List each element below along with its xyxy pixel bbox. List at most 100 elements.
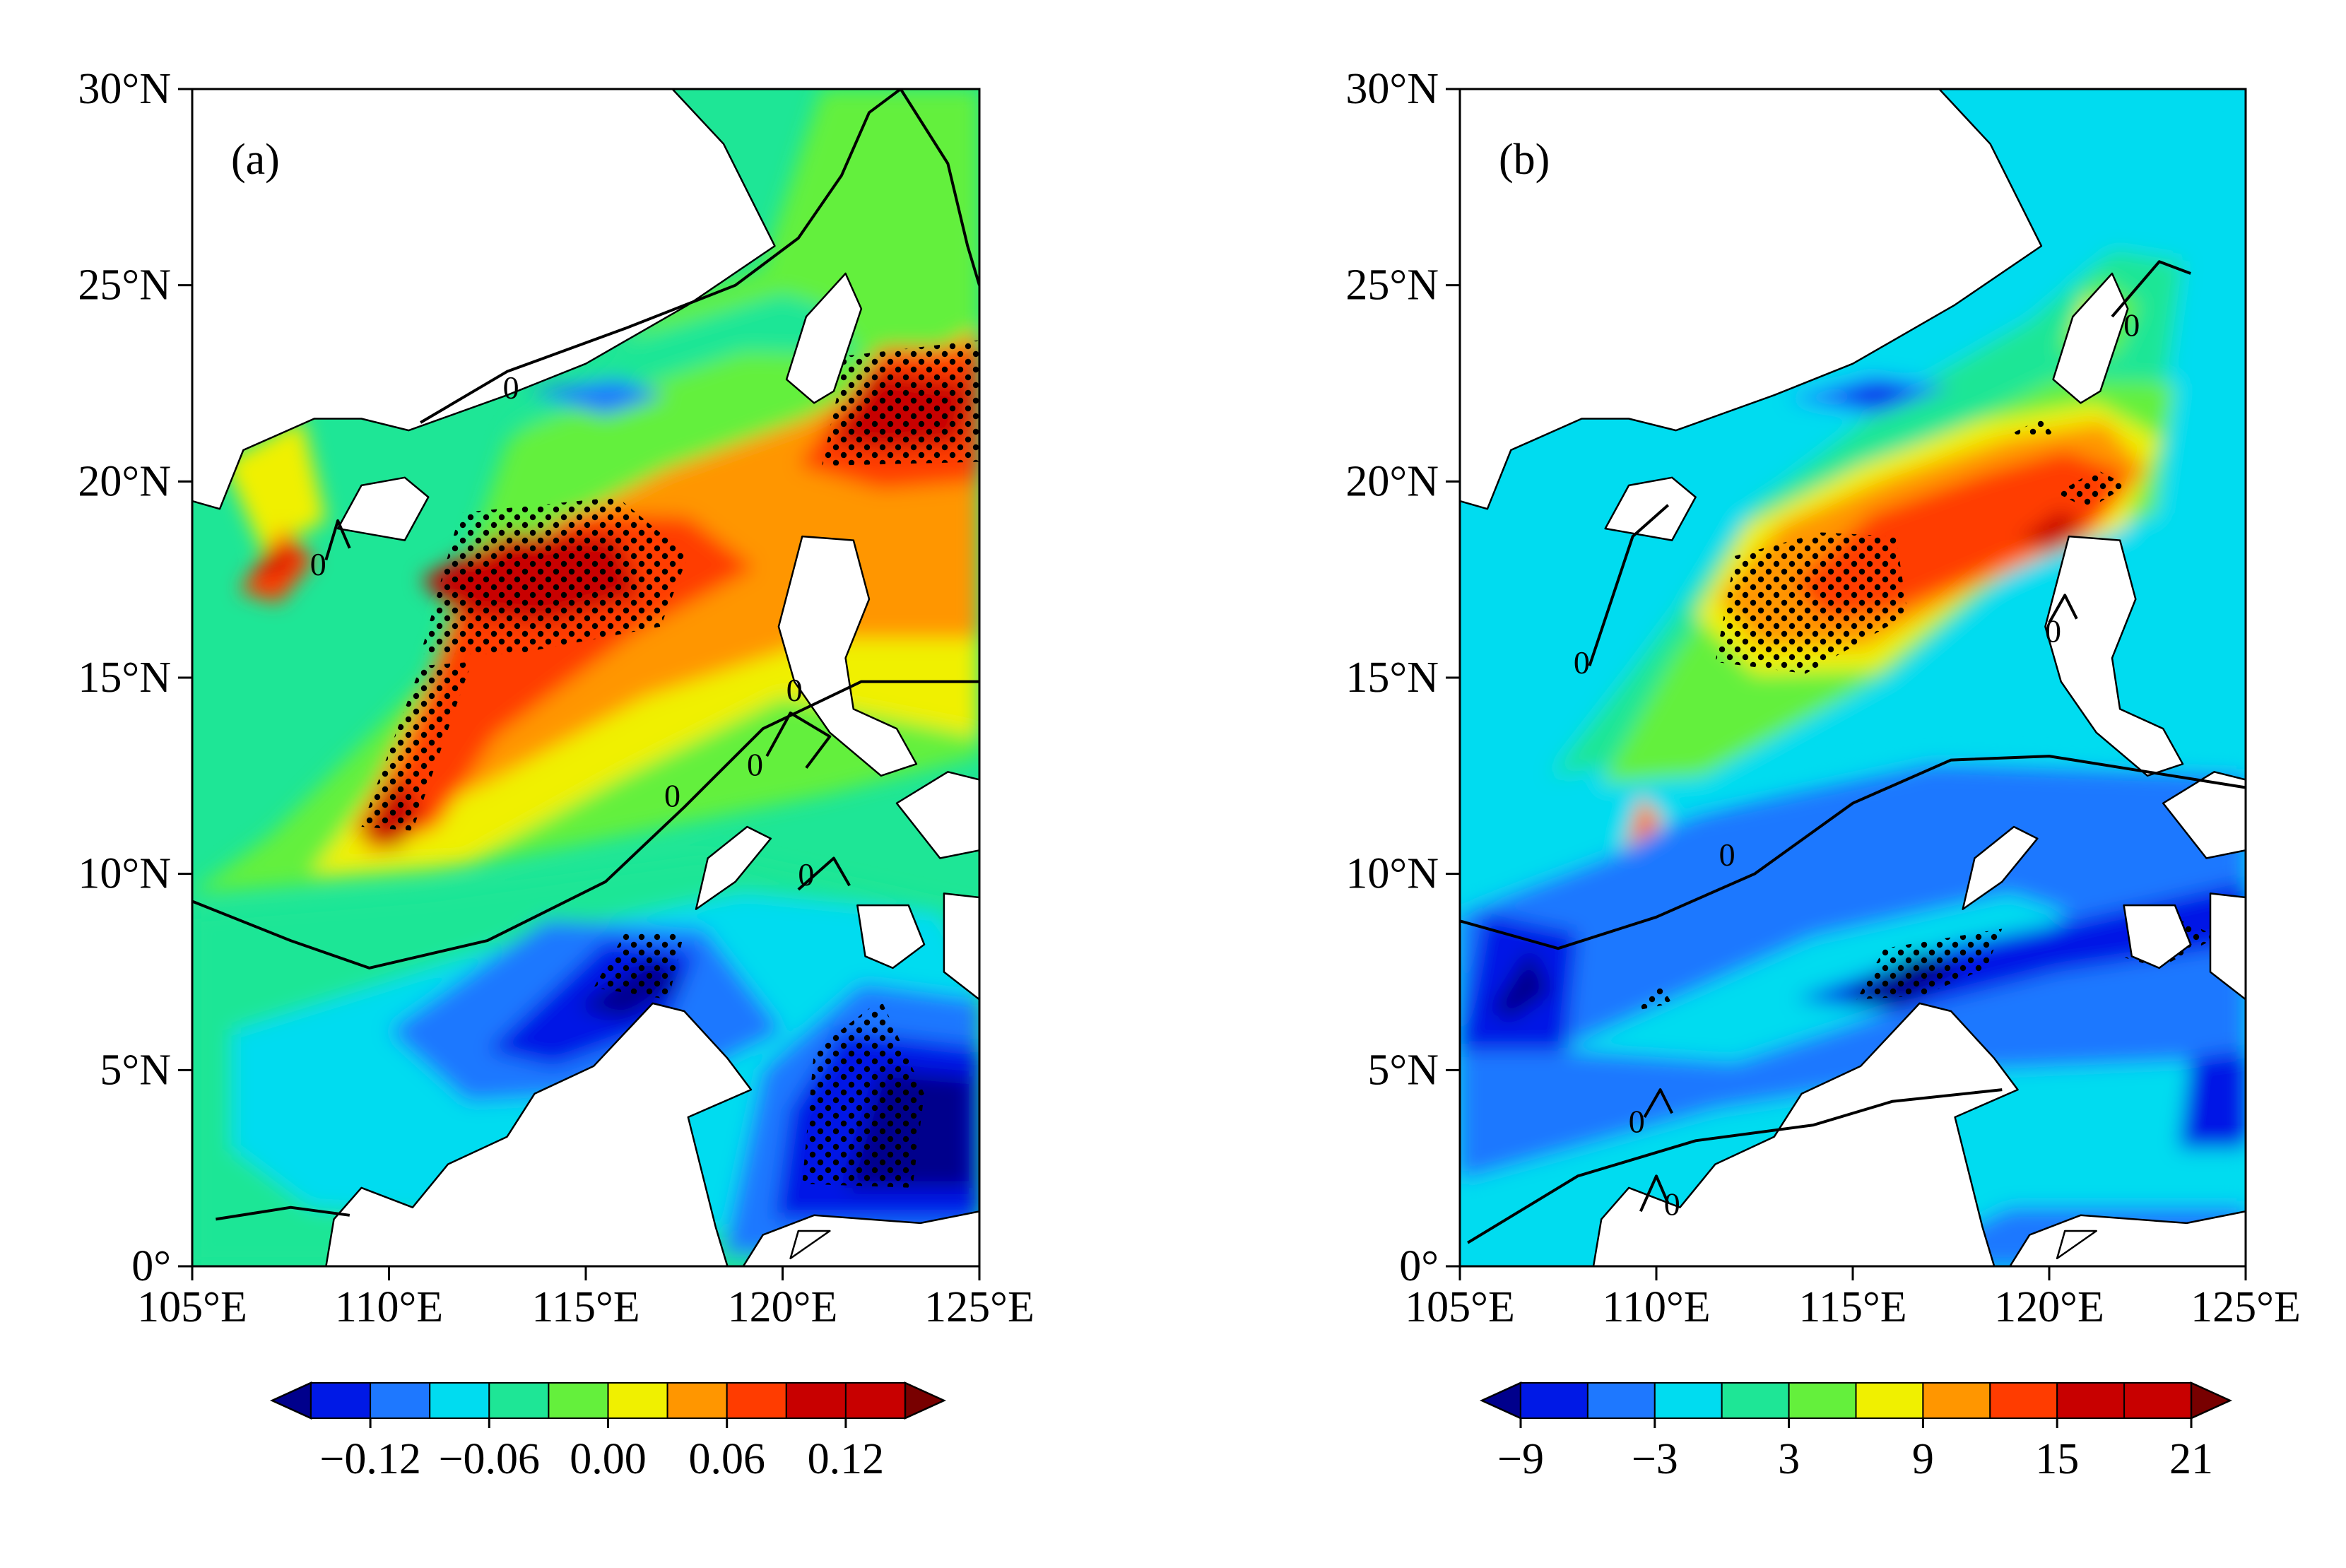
colorbar-swatch-3	[1721, 1382, 1790, 1419]
y-tick-label: 25°N	[1345, 261, 1439, 310]
colorbar-under-arrow	[1479, 1381, 1522, 1420]
colorbar-swatch-6	[666, 1382, 728, 1419]
field-region-9	[743, 89, 979, 325]
zero-contour-label-5: 0	[2123, 307, 2140, 343]
y-tick-label: 25°N	[78, 261, 171, 310]
stippling	[361, 340, 979, 1188]
land-7	[943, 892, 979, 1001]
x-tick-label: 120°E	[728, 1283, 838, 1331]
colorbar-swatch-0	[310, 1382, 372, 1419]
land-8	[325, 1002, 753, 1266]
colorbar-swatch-1	[1586, 1382, 1656, 1419]
zero-contour-line-6	[324, 519, 351, 560]
colorbar-tick-label: −0.12	[319, 1435, 420, 1483]
field-region-20	[255, 544, 295, 580]
land-0	[192, 89, 776, 510]
stipple-region-4	[1632, 984, 1673, 1011]
colorbar-swatch-5	[607, 1382, 668, 1419]
x-tick-label: 115°E	[531, 1283, 639, 1331]
x-tick-label: 110°E	[335, 1283, 443, 1331]
y-tick-label: 15°N	[1345, 654, 1439, 702]
x-tick-label: 125°E	[924, 1283, 1035, 1331]
colorbar-swatch-7	[726, 1382, 787, 1419]
colorbar-over-arrow	[2190, 1381, 2233, 1420]
zero-contour-line-6	[2048, 594, 2078, 624]
x-tick-label: 105°E	[137, 1283, 247, 1331]
panel-label: (b)	[1499, 136, 1550, 184]
field-region-20	[1829, 383, 1920, 407]
land-2	[2052, 272, 2129, 404]
stippling	[1632, 418, 2219, 1011]
y-tick-label: 5°N	[100, 1046, 171, 1094]
land-masks	[1460, 89, 2246, 1266]
zero-contour-line-4	[797, 856, 851, 891]
zero-contour-line-1	[420, 89, 902, 424]
zero-contour-line-4	[1643, 1088, 1673, 1118]
stipple-region-4	[802, 999, 924, 1188]
land-1	[1604, 476, 1697, 541]
stipple-region-0	[420, 497, 688, 654]
land-5	[695, 825, 772, 910]
x-tick-label: 115°E	[1798, 1283, 1906, 1331]
field-region-5	[2179, 1050, 2246, 1149]
zero-contour-line-3	[216, 1206, 350, 1221]
stipple-region-2	[822, 340, 979, 466]
stipple-region-1	[361, 661, 472, 831]
y-tick-label: 20°N	[78, 457, 171, 505]
colorbar-tick-label: 0.00	[570, 1435, 647, 1483]
x-tick-label: 125°E	[2191, 1283, 2301, 1331]
land-7	[2209, 892, 2246, 1001]
y-tick-label: 0°	[1399, 1242, 1439, 1290]
colorbar: −9 −3 3 9 15 21	[1479, 1381, 2233, 1483]
axes: 105°E 110°E 115°E 120°E 125°E 0° 5°N 10°N 15°N 20…	[1345, 65, 2300, 1331]
colorbar-swatch-5	[1855, 1382, 1924, 1419]
colorbar-swatch-4	[548, 1382, 609, 1419]
field-region-17	[1632, 810, 1656, 843]
colorbar-tick-label: −9	[1497, 1435, 1544, 1483]
stipple-region-0	[1715, 532, 1908, 674]
land-0	[1460, 89, 2043, 510]
colorbar-swatch-6	[1922, 1382, 1991, 1419]
stipple-region-5	[2010, 418, 2053, 435]
zero-contour-label-2: 0	[2045, 613, 2061, 649]
stipple-region-3	[594, 933, 685, 1000]
y-tick-label: 0°	[131, 1242, 171, 1290]
zero-contour-label-3: 0	[1664, 1186, 1680, 1222]
stipple-region-2	[1856, 929, 2003, 1000]
x-tick-label: 120°E	[1994, 1283, 2104, 1331]
colorbar-tick-label: −3	[1632, 1435, 1678, 1483]
land-3	[777, 535, 918, 777]
y-tick-label: 10°N	[78, 850, 171, 898]
colorbar-swatch-2	[429, 1382, 490, 1419]
colorbar-swatch-9	[2123, 1382, 2193, 1419]
zero-contour-line-0	[192, 680, 979, 969]
colorbar-tick-label: 0.12	[808, 1435, 885, 1483]
colorbar: −0.12 −0.06 0.00 0.06 0.12	[269, 1381, 947, 1483]
x-tick-label: 110°E	[1602, 1283, 1710, 1331]
colorbar-swatch-2	[1654, 1382, 1723, 1419]
zero-contour-line-3	[2111, 260, 2191, 318]
y-tick-label: 30°N	[78, 65, 171, 113]
colorbar-swatch-4	[1788, 1382, 1857, 1419]
y-tick-label: 15°N	[78, 654, 171, 702]
colorbar-over-arrow	[904, 1381, 947, 1420]
zero-contour-line-2	[899, 89, 979, 286]
zero-contour-label-1: 0	[1574, 644, 1590, 680]
y-tick-label: 20°N	[1345, 457, 1439, 505]
panel-label: (a)	[231, 136, 280, 184]
zero-contour-label-0: 0	[664, 778, 680, 814]
land-10	[789, 1230, 831, 1260]
colorbar-swatch-9	[844, 1382, 907, 1419]
land-4	[895, 771, 979, 859]
land-5	[1962, 825, 2039, 910]
colorbar-swatch-0	[1520, 1382, 1588, 1419]
land-1	[336, 476, 430, 541]
x-tick-label: 105°E	[1405, 1283, 1515, 1331]
colorbar-swatch-3	[488, 1382, 550, 1419]
field-region-7	[1491, 948, 1550, 1020]
colorbar-tick-label: 0.06	[688, 1435, 765, 1483]
colorbar-tick-label: 3	[1778, 1435, 1800, 1483]
zero-contour-line-5	[1639, 1174, 1670, 1213]
zero-contour-label-5: 0	[786, 672, 803, 708]
